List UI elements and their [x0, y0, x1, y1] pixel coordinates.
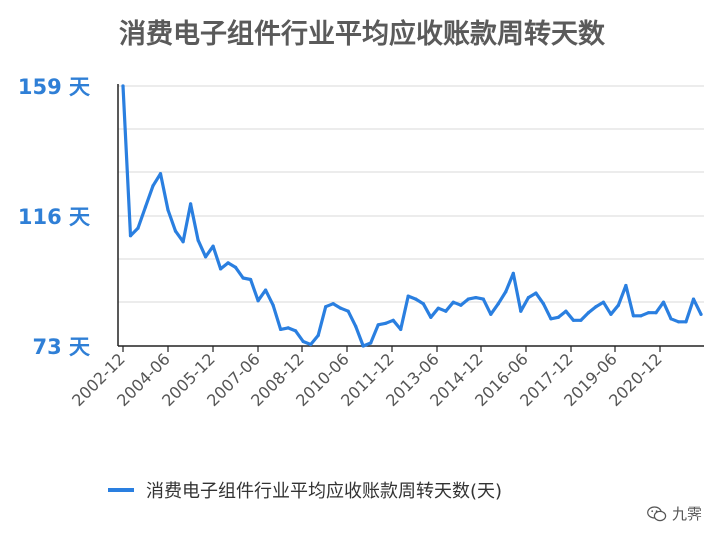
data-point — [234, 265, 238, 269]
axes — [117, 84, 704, 347]
data-point — [309, 342, 313, 347]
data-point — [354, 324, 358, 328]
data-point — [241, 276, 245, 280]
data-point — [286, 326, 290, 330]
data-point — [631, 314, 636, 318]
grid-lines — [118, 85, 704, 303]
data-point — [579, 318, 583, 322]
data-point — [511, 271, 515, 275]
x-axis-ticks — [122, 346, 661, 352]
data-point — [143, 205, 148, 209]
data-point — [376, 323, 380, 327]
data-point — [504, 290, 508, 294]
data-point — [616, 303, 621, 307]
data-point — [226, 261, 230, 265]
data-point — [196, 238, 200, 242]
y-tick-label: 159 天 — [18, 75, 91, 99]
x-axis-labels: 2002-122004-062005-122007-062008-122010-… — [68, 349, 666, 410]
data-point — [474, 296, 478, 300]
series-layer — [121, 84, 703, 348]
data-point — [421, 302, 425, 306]
data-point — [564, 309, 568, 313]
data-point — [556, 315, 561, 319]
data-point — [549, 317, 553, 321]
data-point — [699, 312, 703, 316]
data-point — [414, 297, 418, 301]
data-point — [331, 302, 335, 306]
data-point — [128, 234, 133, 238]
data-point — [459, 303, 463, 307]
series-line — [121, 84, 703, 348]
data-point — [609, 312, 613, 316]
legend: 消费电子组件行业平均应收账款周转天数(天) — [108, 476, 502, 504]
data-point — [601, 300, 606, 304]
data-point — [571, 318, 576, 322]
data-point — [594, 305, 598, 309]
data-point — [444, 309, 448, 313]
data-point — [166, 208, 170, 212]
y-axis-labels: 159 天 116 天 73 天 — [18, 75, 91, 359]
data-point — [399, 327, 403, 331]
data-point — [301, 339, 305, 344]
y-tick-label: 73 天 — [32, 335, 91, 359]
data-point — [534, 291, 538, 295]
data-point — [406, 294, 410, 298]
data-point — [661, 300, 666, 304]
legend-label: 消费电子组件行业平均应收账款周转天数(天) — [146, 481, 503, 502]
data-point — [384, 321, 388, 325]
data-point — [136, 226, 140, 230]
data-point — [676, 320, 681, 324]
watermark-text: 九霁 — [671, 505, 702, 523]
data-point — [346, 309, 350, 313]
data-point — [316, 333, 320, 337]
data-point — [624, 283, 628, 288]
watermark: 九霁 — [647, 503, 702, 524]
data-point — [451, 300, 455, 304]
data-point — [526, 296, 531, 300]
wechat-icon — [647, 505, 667, 521]
data-point — [684, 320, 688, 324]
data-point — [249, 277, 253, 282]
data-point — [654, 311, 658, 315]
data-point — [541, 302, 546, 306]
legend-swatch — [108, 488, 134, 492]
data-point — [429, 315, 433, 319]
data-point — [211, 244, 215, 248]
data-point — [639, 314, 643, 318]
data-point — [361, 344, 365, 348]
data-point — [264, 288, 268, 292]
data-point — [496, 302, 500, 306]
data-point — [519, 309, 523, 313]
data-point — [181, 240, 185, 244]
data-point — [339, 306, 343, 310]
data-point — [271, 303, 275, 307]
data-point — [294, 329, 298, 333]
data-point — [324, 305, 328, 309]
data-point — [466, 297, 470, 301]
data-point — [219, 267, 223, 271]
data-point — [256, 299, 260, 303]
data-point — [481, 297, 485, 301]
y-tick-label: 116 天 — [18, 205, 91, 229]
data-point — [669, 317, 673, 321]
data-point — [151, 184, 155, 188]
data-point — [691, 297, 696, 301]
data-point — [489, 312, 493, 316]
data-point — [189, 202, 193, 206]
data-point — [173, 229, 178, 233]
data-point — [391, 318, 395, 322]
data-point — [369, 341, 373, 345]
data-point — [279, 327, 283, 331]
data-point — [436, 306, 440, 310]
data-point — [121, 84, 125, 88]
data-point — [158, 172, 163, 176]
chart-title: 消费电子组件行业平均应收账款周转天数 — [119, 19, 605, 50]
data-point — [586, 311, 591, 315]
data-point — [646, 311, 651, 315]
data-point — [204, 255, 208, 259]
